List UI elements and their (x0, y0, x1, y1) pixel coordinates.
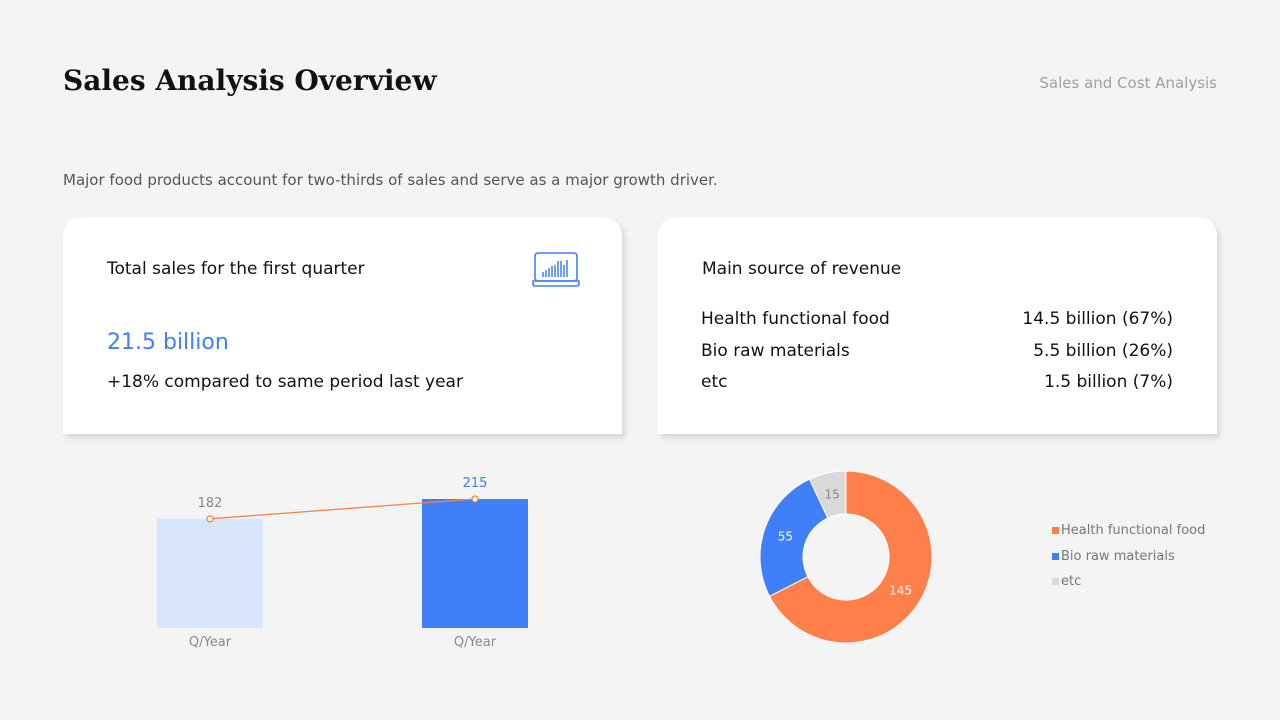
revenue-row: etc 1.5 billion (7%) (701, 372, 1173, 392)
legend-item: Health functional food (1052, 523, 1205, 538)
x-tick-label: Q/Year (454, 635, 497, 650)
revenue-label: Bio raw materials (701, 341, 850, 361)
section-label: Sales and Cost Analysis (1039, 74, 1217, 92)
page-title: Sales Analysis Overview (63, 64, 437, 97)
legend-label: etc (1061, 574, 1082, 589)
slice-label: 55 (778, 529, 793, 543)
revenue-value: 5.5 billion (26%) (1033, 341, 1173, 361)
legend-swatch (1052, 553, 1059, 560)
total-sales-card: Total sales for the first quarter 21.5 b… (63, 217, 622, 434)
card-title: Main source of revenue (702, 259, 902, 279)
legend-label: Bio raw materials (1061, 549, 1175, 564)
laptop-chart-icon (532, 252, 580, 287)
legend-swatch (1052, 527, 1059, 534)
donut-slice (759, 478, 829, 597)
revenue-row: Health functional food 14.5 billion (67%) (701, 309, 1173, 329)
revenue-label: Health functional food (701, 309, 890, 329)
trend-line (209, 498, 476, 520)
card-title: Total sales for the first quarter (107, 259, 365, 279)
bar (422, 499, 528, 628)
legend-swatch (1052, 578, 1059, 585)
data-label: 215 (463, 476, 488, 491)
trend-point (471, 495, 479, 503)
legend-label: Health functional food (1061, 523, 1206, 538)
legend-item: Bio raw materials (1052, 549, 1175, 564)
revenue-value: 14.5 billion (67%) (1022, 309, 1173, 329)
bar (157, 518, 263, 628)
revenue-value: 1.5 billion (7%) (1044, 372, 1173, 392)
yoy-comparison: +18% compared to same period last year (107, 372, 463, 392)
data-label: 182 (198, 496, 223, 511)
legend-item: etc (1052, 574, 1081, 589)
slice-label: 145 (889, 583, 912, 597)
donut-slice (768, 470, 933, 644)
donut-slice (808, 470, 847, 519)
revenue-label: etc (701, 372, 728, 392)
revenue-row: Bio raw materials 5.5 billion (26%) (701, 341, 1173, 361)
total-sales-value: 21.5 billion (107, 330, 229, 355)
revenue-source-card: Main source of revenue Health functional… (658, 217, 1217, 434)
slice-label: 15 (824, 488, 839, 502)
subtitle: Major food products account for two-thir… (63, 171, 718, 189)
trend-point (206, 515, 214, 523)
x-tick-label: Q/Year (189, 635, 232, 650)
